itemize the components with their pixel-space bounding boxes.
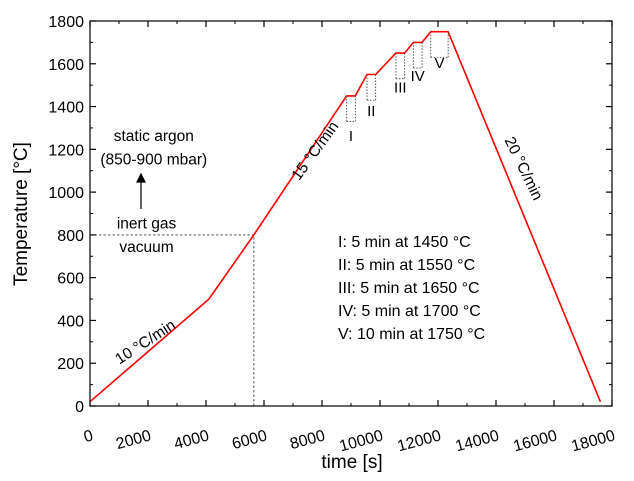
y-tick-label: 0 [75,399,84,416]
y-tick-label: 800 [57,228,84,245]
legend-line-2: II: 5 min at 1550 °C [338,257,475,274]
x-tick-label: 16000 [512,427,559,455]
y-tick-label: 1200 [48,142,84,159]
x-tick-label: 4000 [172,427,211,453]
x-axis-title: time [s] [321,452,382,473]
legend-line-3: III: 5 min at 1650 °C [338,280,480,297]
rate-label: 15 °C/min [289,118,343,183]
reference-lines [90,234,255,406]
x-tick-label: 0 [82,427,95,446]
x-tick-label: 8000 [288,427,327,453]
dwell-label: I [349,128,353,145]
arrow-up-icon [136,172,146,209]
dwell-label: II [367,103,375,120]
gas-annotation: (850-900 mbar) [100,151,207,168]
legend-line-5: V: 10 min at 1750 °C [338,326,485,343]
x-tick-label: 2000 [114,427,153,453]
y-tick-label: 200 [57,356,84,373]
rate-label: 20 °C/min [501,134,546,203]
dwell-legend: I: 5 min at 1450 °C II: 5 min at 1550 °C… [338,234,485,343]
y-axis-title: Temperature [°C] [11,142,32,286]
dwell-label: IV [411,68,425,85]
y-tick-label: 1400 [48,100,84,117]
x-tick-label: 12000 [396,427,443,455]
rate-label: 10 °C/min [112,317,178,368]
gas-annotation: inert gas [117,215,177,232]
y-tick-label: 600 [57,271,84,288]
y-tick-label: 1800 [48,14,84,31]
legend-line-1: I: 5 min at 1450 °C [338,234,471,251]
dwell-label: III [394,80,407,97]
plot-frame [89,20,613,407]
x-tick-label: 18000 [570,427,617,455]
series-layer [89,30,602,403]
legend-line-4: IV: 5 min at 1700 °C [338,303,481,320]
gas-annotation: vacuum [119,239,173,256]
temperature-profile-line [89,30,602,403]
x-tick-label: 14000 [454,427,501,455]
gas-annotation: static argon [114,128,194,145]
dwell-label: V [434,55,444,72]
x-tick-label: 6000 [230,427,269,453]
y-tick-label: 1600 [48,57,84,74]
y-tick-label: 400 [57,313,84,330]
y-tick-label: 1000 [48,185,84,202]
